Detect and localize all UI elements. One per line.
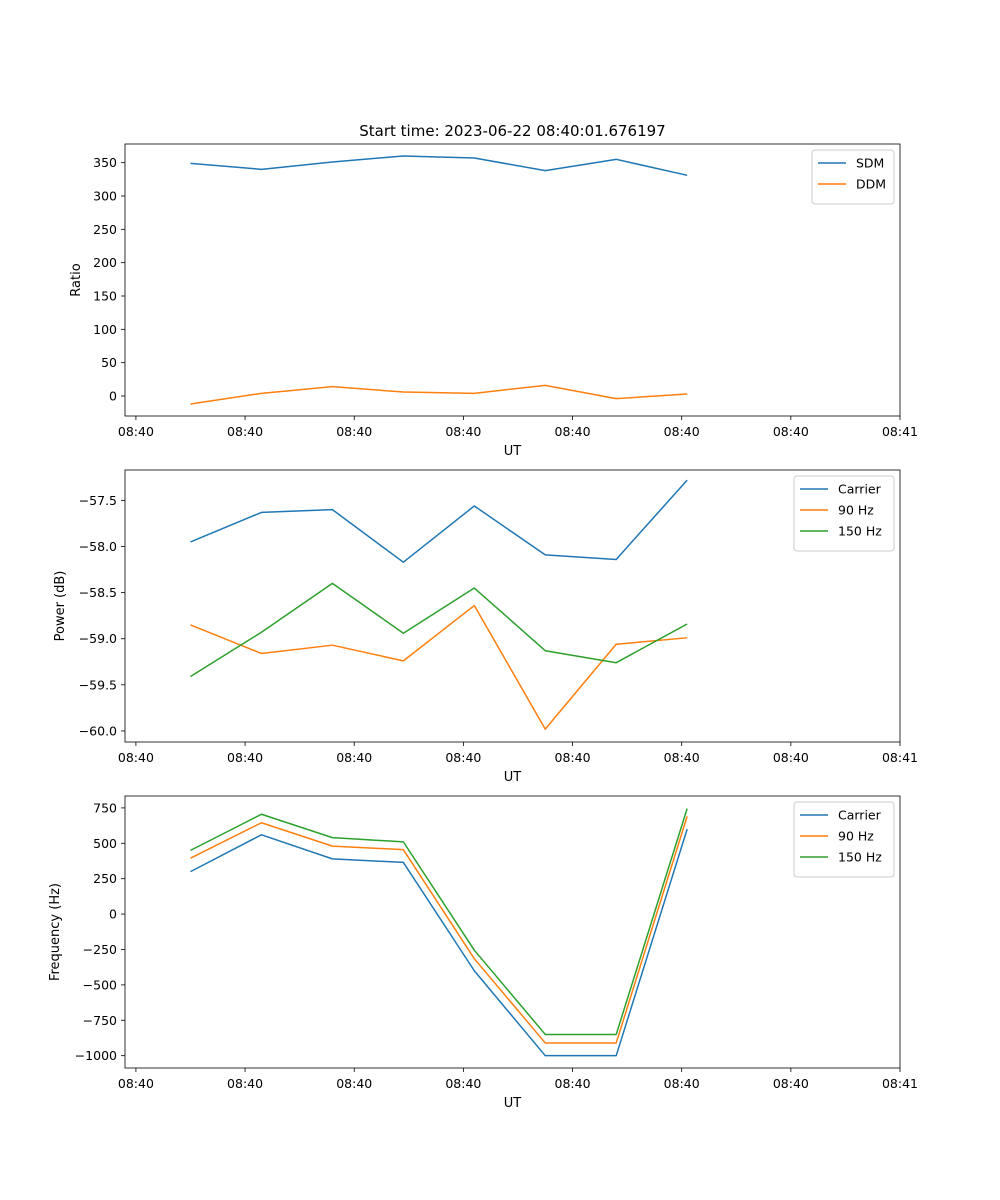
series-line-sdm [190, 155, 688, 177]
y-tick-label: −250 [83, 942, 117, 957]
y-tick-label: −57.5 [79, 493, 117, 508]
x-tick-label: 08:40 [336, 1076, 372, 1091]
x-tick-label: 08:41 [882, 750, 918, 765]
y-tick-label: 200 [93, 255, 117, 270]
x-tick-label: 08:40 [773, 750, 809, 765]
series-line-150-hz [190, 808, 688, 1036]
y-tick-label: 500 [93, 836, 117, 851]
series-line-carrier [190, 828, 688, 1057]
x-tick-label: 08:40 [118, 424, 154, 439]
x-tick-label: 08:40 [336, 424, 372, 439]
x-tick-label: 08:40 [118, 750, 154, 765]
y-axis-label: Power (dB) [53, 571, 68, 642]
legend-label: 90 Hz [838, 503, 874, 518]
y-tick-label: −59.0 [79, 631, 117, 646]
legend-label: SDM [856, 156, 884, 171]
x-axis-label: UT [504, 1096, 522, 1111]
x-axis-label: UT [504, 770, 522, 785]
series-line-90-hz [190, 816, 688, 1044]
y-tick-label: 250 [93, 222, 117, 237]
legend-box [793, 475, 895, 552]
plot-panel-1: 08:40 08:40 08:40 08:40 08:40 08:40 08:40 08:41… [69, 143, 918, 459]
legend-label: Carrier [838, 808, 882, 823]
legend: Carrier 90 Hz 150 Hz [793, 801, 895, 878]
x-tick-label: 08:40 [118, 1076, 154, 1091]
legend: SDM DDM [811, 149, 895, 205]
legend-label: Carrier [838, 482, 882, 497]
y-tick-label: 350 [93, 155, 117, 170]
plot-panel-3: 08:40 08:40 08:40 08:40 08:40 08:40 08:40 08:41… [48, 795, 918, 1111]
x-tick-label: 08:40 [445, 424, 481, 439]
y-tick-label: 0 [109, 389, 117, 404]
y-tick-label: 150 [93, 289, 117, 304]
y-tick-label: −58.0 [79, 539, 117, 554]
plot-panel-2: 08:40 08:40 08:40 08:40 08:40 08:40 08:40 08:41… [53, 469, 918, 785]
legend: Carrier 90 Hz 150 Hz [793, 475, 895, 552]
legend-label: DDM [856, 177, 886, 192]
y-tick-label: −1000 [75, 1048, 117, 1063]
x-tick-label: 08:40 [555, 1076, 591, 1091]
legend-label: 150 Hz [838, 850, 882, 865]
y-tick-label: −750 [83, 1013, 117, 1028]
x-tick-label: 08:40 [555, 750, 591, 765]
x-tick-label: 08:40 [227, 750, 263, 765]
y-tick-label: 300 [93, 189, 117, 204]
x-tick-label: 08:40 [773, 1076, 809, 1091]
y-tick-label: 750 [93, 800, 117, 815]
x-tick-label: 08:41 [882, 424, 918, 439]
series-line-150-hz [190, 582, 688, 678]
x-tick-label: 08:40 [445, 750, 481, 765]
x-tick-label: 08:40 [227, 1076, 263, 1091]
y-tick-label: 50 [101, 355, 117, 370]
x-axis-label: UT [504, 444, 522, 459]
x-tick-label: 08:40 [555, 424, 591, 439]
x-tick-label: 08:40 [664, 1076, 700, 1091]
series-line-carrier [190, 479, 688, 563]
x-tick-label: 08:40 [336, 750, 372, 765]
y-tick-label: 250 [93, 871, 117, 886]
x-tick-label: 08:40 [773, 424, 809, 439]
plot-frame [124, 469, 901, 743]
x-tick-label: 08:40 [664, 424, 700, 439]
chart-title: Start time: 2023-06-22 08:40:01.676197 [359, 122, 665, 140]
x-tick-label: 08:41 [882, 1076, 918, 1091]
legend-label: 90 Hz [838, 829, 874, 844]
y-tick-label: −59.5 [79, 677, 117, 692]
y-tick-label: −500 [83, 977, 117, 992]
y-tick-label: 0 [109, 907, 117, 922]
y-tick-label: 100 [93, 322, 117, 337]
y-tick-label: −60.0 [79, 723, 117, 738]
series-line-90-hz [190, 604, 688, 730]
y-axis-label: Frequency (Hz) [48, 883, 63, 981]
y-axis-label: Ratio [69, 263, 84, 296]
legend-box [793, 801, 895, 878]
y-tick-label: −58.5 [79, 585, 117, 600]
x-tick-label: 08:40 [664, 750, 700, 765]
plot-frame [124, 143, 901, 417]
x-tick-label: 08:40 [445, 1076, 481, 1091]
series-line-ddm [190, 384, 688, 405]
legend-label: 150 Hz [838, 524, 882, 539]
plot-frame [124, 795, 901, 1069]
x-tick-label: 08:40 [227, 424, 263, 439]
